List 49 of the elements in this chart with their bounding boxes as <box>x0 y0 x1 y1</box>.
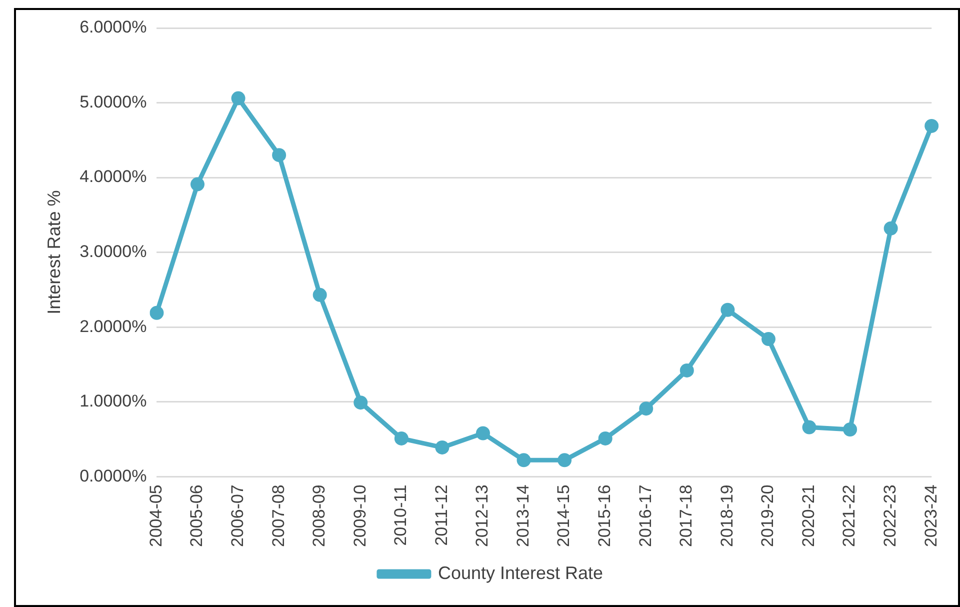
x-tick-label: 2019-20 <box>758 484 778 547</box>
point <box>354 396 368 410</box>
point <box>558 453 572 468</box>
point <box>516 453 531 468</box>
x-tick-label: 2004-05 <box>146 484 166 547</box>
x-tick-label: 2021-22 <box>840 484 859 547</box>
point <box>231 91 246 106</box>
point <box>639 402 654 416</box>
point <box>272 148 286 162</box>
point <box>150 306 164 320</box>
x-tick-label: 2010-11 <box>391 484 410 546</box>
x-tick-label: 2014-15 <box>554 484 574 547</box>
point <box>680 363 694 378</box>
point <box>190 177 204 192</box>
y-tick-label: 2.0000% <box>80 316 147 336</box>
y-tick-label: 3.0000% <box>80 242 147 261</box>
point <box>924 118 939 133</box>
y-tick-label: 4.0000% <box>80 167 147 186</box>
x-tick-label: 2017-18 <box>676 484 696 547</box>
x-tick-label: 2015-16 <box>595 484 614 547</box>
x-tick-label: 2009-10 <box>350 484 370 547</box>
x-tick-label: 2013-14 <box>513 484 532 547</box>
point <box>843 422 858 437</box>
x-tick-label: 2016-17 <box>636 484 655 547</box>
legend-label: County Interest Rate <box>438 562 604 583</box>
x-tick-label: 2012-13 <box>472 484 492 547</box>
point <box>394 431 408 446</box>
point <box>476 426 490 440</box>
point <box>884 221 898 236</box>
y-axis-title: Interest Rate % <box>44 190 64 314</box>
y-tick-label: 5.0000% <box>80 92 147 112</box>
y-tick-label: 0.0000% <box>80 466 147 486</box>
x-tick-label: 2020-21 <box>798 484 818 547</box>
point <box>761 332 776 346</box>
x-tick-label: 2011-12 <box>432 484 451 546</box>
point <box>802 420 816 434</box>
point <box>720 302 735 317</box>
point <box>312 288 327 302</box>
y-tick-label: 1.0000% <box>80 392 147 411</box>
x-tick-label: 2007-08 <box>268 484 288 547</box>
x-tick-label: 2018-19 <box>717 484 736 547</box>
point <box>598 431 612 446</box>
x-tick-label: 2008-09 <box>310 484 329 547</box>
point <box>435 440 450 454</box>
x-tick-label: 2023-24 <box>921 484 940 547</box>
x-tick-label: 2022-23 <box>880 484 900 547</box>
x-tick-label: 2006-07 <box>228 484 247 547</box>
y-tick-label: 6.0000% <box>80 18 147 37</box>
x-tick-label: 2005-06 <box>187 484 206 547</box>
